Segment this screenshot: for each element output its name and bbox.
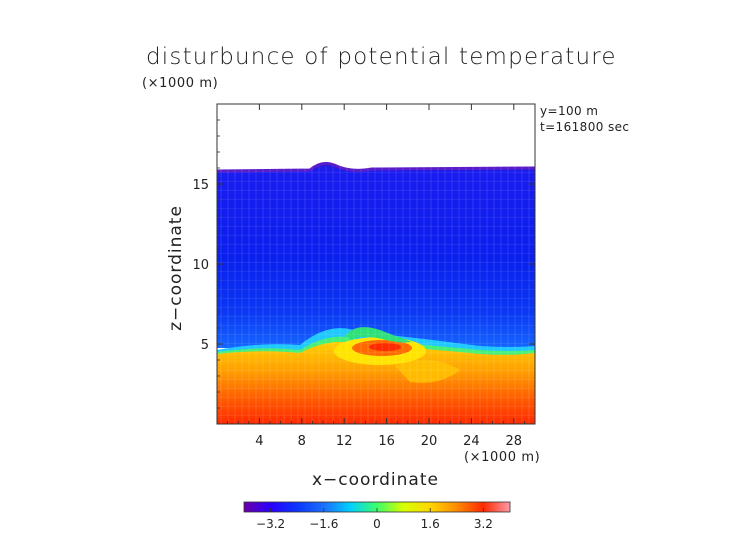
- x-axis-label: x−coordinate: [312, 470, 439, 490]
- colorbar-tick-label-4: 3.2: [474, 517, 493, 531]
- x-tick-label-3: 16: [378, 434, 395, 449]
- warm-layer: [217, 341, 535, 424]
- annotation-y: y=100 m: [540, 104, 599, 118]
- lower-swirl: [395, 359, 460, 383]
- y-axis-label: z−coordinate: [166, 205, 186, 331]
- chart-title: disturbunce of potential temperature: [146, 44, 617, 70]
- x-tick-label-4: 20: [421, 434, 438, 449]
- x-tick-label-6: 28: [506, 434, 523, 449]
- annotation-time: t=161800 sec: [540, 120, 630, 134]
- z-tick-label-1: 10: [192, 258, 209, 273]
- colorbar-tick-label-3: 1.6: [421, 517, 440, 531]
- x-axis: 4 8 12 16 20 24 28: [227, 104, 525, 449]
- top-fringe: [217, 161, 535, 173]
- colorbar-tick-label-2: 0: [373, 517, 381, 531]
- eddy-core: [369, 343, 401, 351]
- eddy-tongue: [345, 327, 412, 343]
- colorbar-tick-label-1: −1.6: [309, 517, 338, 531]
- z-axis-unit: (×1000 m): [142, 76, 219, 91]
- colorbar-axis: −3.2 −1.6 0 1.6 3.2: [256, 508, 493, 531]
- contour-texture: [217, 166, 535, 424]
- heatmap-field: [217, 161, 535, 424]
- x-tick-label-0: 4: [255, 434, 263, 449]
- z-tick-label-2: 15: [192, 178, 209, 193]
- colorbar-tick-label-0: −3.2: [256, 517, 285, 531]
- x-tick-label-1: 8: [298, 434, 306, 449]
- x-axis-unit: (×1000 m): [464, 450, 541, 465]
- y-axis: 5 10 15: [192, 119, 535, 409]
- x-tick-label-5: 24: [463, 434, 480, 449]
- x-tick-label-2: 12: [336, 434, 353, 449]
- cold-layer: [217, 163, 535, 348]
- z-tick-label-0: 5: [201, 338, 209, 353]
